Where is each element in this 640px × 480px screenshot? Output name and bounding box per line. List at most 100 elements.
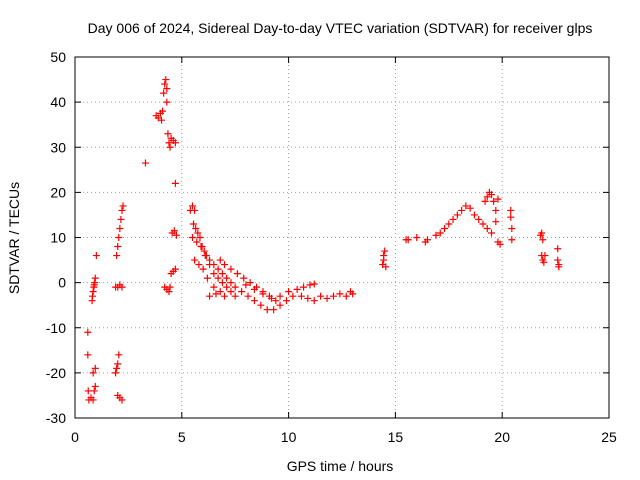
data-point [113,252,121,260]
data-point [257,301,265,309]
data-point [554,245,562,253]
data-point [445,220,453,228]
data-point [507,206,515,214]
data-point [317,292,325,300]
x-tick-label: 5 [178,429,186,445]
data-point [162,76,170,84]
y-tick-label: -10 [46,320,66,336]
data-point [276,301,284,309]
data-point [272,297,280,305]
data-point [163,98,171,106]
data-point [195,261,203,269]
data-point [160,89,168,97]
data-point [218,270,226,278]
data-point [540,258,548,266]
data-point [432,231,440,239]
data-point [188,234,196,241]
data-point [192,224,200,232]
data-point [84,387,92,395]
data-point [285,288,293,296]
data-point [413,234,421,241]
data-point [231,283,239,291]
data-point [231,292,239,300]
data-point [163,85,171,93]
data-point [197,243,205,251]
data-point [300,283,308,291]
data-point [541,252,549,260]
x-tick-label: 0 [71,429,79,445]
data-point [170,227,178,235]
data-point [117,215,125,223]
data-point [171,179,179,187]
data-point [113,364,121,372]
data-point [221,261,229,269]
y-tick-label: 30 [50,139,66,155]
data-point [250,297,258,305]
x-axis-label: GPS time / hours [287,458,394,474]
data-point [172,231,180,239]
data-point [188,202,196,210]
data-point [89,292,97,300]
data-point [475,215,483,223]
data-point [483,193,491,201]
data-point [89,288,97,296]
data-point [244,292,252,300]
data-point [201,252,209,260]
data-point [158,116,166,124]
data-point [159,107,167,115]
y-tick-label: 40 [50,94,66,110]
data-point [381,247,389,255]
data-point [190,220,198,228]
data-point [84,351,92,359]
data-point [555,261,563,269]
data-point [92,252,100,260]
grid [75,57,609,418]
data-point [90,387,98,395]
data-point [233,270,241,278]
y-tick-label: 20 [50,184,66,200]
data-point [306,281,314,289]
data-point [382,263,390,271]
data-point [112,369,120,377]
data-point [488,191,496,199]
data-point [479,220,487,228]
data-point [141,159,149,167]
data-point [227,288,235,296]
data-point [89,369,97,377]
data-point [323,294,331,302]
data-point [538,229,546,237]
x-tick-label: 25 [601,429,617,445]
data-point [336,290,344,298]
data-point [210,270,218,278]
data-point [84,328,92,336]
data-point [462,202,470,210]
data-point [199,265,207,273]
data-point [115,351,123,359]
data-point [507,213,515,221]
data-point [441,224,449,232]
data-point [250,285,258,293]
data-point [508,224,516,232]
data-point [91,279,99,287]
data-point [494,195,502,203]
y-tick-label: -30 [46,410,66,426]
data-point [380,252,388,260]
data-point [270,306,278,314]
data-point [268,294,276,302]
data-point [483,224,491,232]
data-point [223,274,231,282]
y-tick-label: 0 [58,275,66,291]
data-point [276,292,284,300]
data-point [115,234,123,241]
x-tick-label: 10 [281,429,297,445]
data-point [119,202,127,210]
data-point [221,292,229,300]
data-point [481,197,489,205]
data-points [84,76,563,404]
data-point [492,218,500,226]
y-tick-label: -20 [46,365,66,381]
data-point [196,234,204,241]
data-point [194,229,202,237]
data-point [164,130,172,138]
